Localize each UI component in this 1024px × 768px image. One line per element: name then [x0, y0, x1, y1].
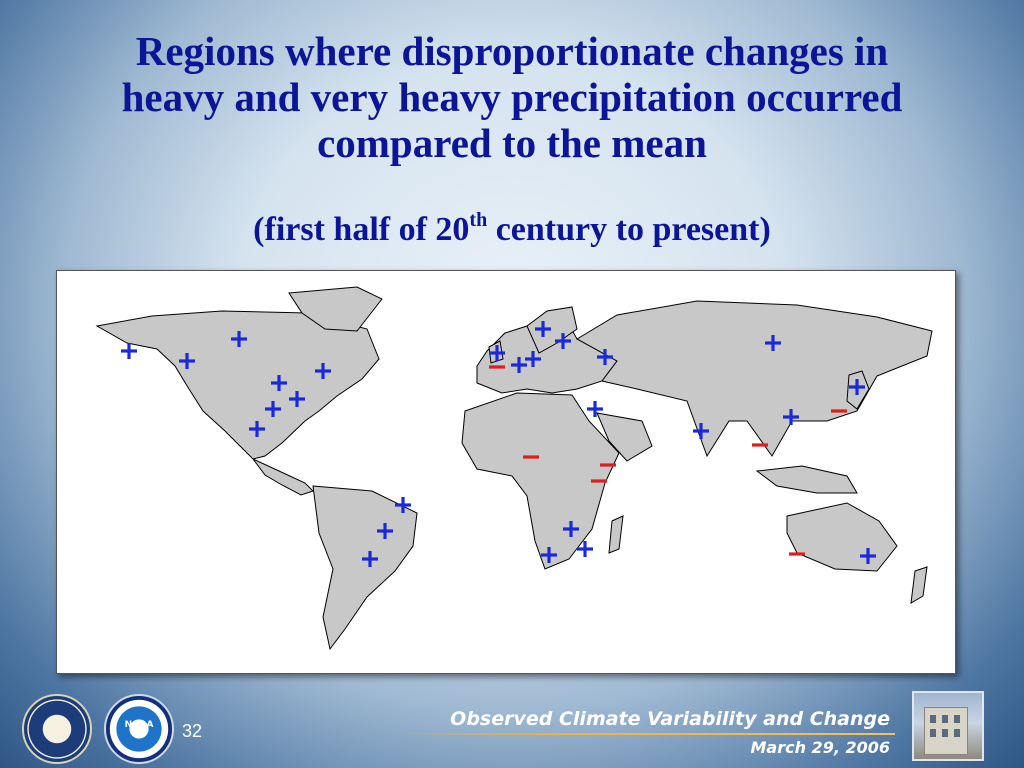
- page-number: 32: [182, 721, 203, 741]
- increase-marker-eastern-australia: [860, 548, 876, 564]
- increase-marker-southern-africa-east: [577, 541, 593, 557]
- increase-marker-western-russia: [597, 349, 613, 365]
- increase-marker-central-europe: [525, 351, 541, 367]
- increase-marker-china: [783, 409, 799, 425]
- noaa-logo-label: NOAA: [124, 720, 154, 730]
- australia: [786, 502, 898, 572]
- increase-marker-eastern-mediterranean: [587, 401, 603, 417]
- increase-marker-mexico: [249, 421, 265, 437]
- asia: [575, 300, 933, 458]
- footer-date: March 29, 2006: [750, 738, 891, 757]
- noaa-logo-icon: NOAA: [104, 694, 174, 764]
- increase-marker-southern-africa-north: [563, 521, 579, 537]
- landmasses: [95, 286, 933, 651]
- increase-marker-india: [693, 423, 709, 439]
- subtitle-sup: th: [469, 209, 488, 231]
- new-zealand: [910, 566, 928, 604]
- increase-marker-central-usa: [271, 375, 287, 391]
- slide-title: Regions where disproportionate changes i…: [0, 28, 1024, 166]
- increase-marker-scandinavia-east: [555, 333, 571, 349]
- increase-marker-eastern-usa: [289, 391, 305, 407]
- title-line-3: compared to the mean: [317, 120, 707, 166]
- world-map: [95, 286, 933, 651]
- subtitle-post: century to present): [487, 211, 771, 248]
- scandinavia: [526, 306, 578, 354]
- madagascar: [608, 515, 624, 554]
- south-america: [312, 485, 418, 651]
- precipitation-change-markers: [121, 321, 876, 567]
- increase-marker-british-isles: [489, 345, 505, 361]
- increase-marker-southern-usa: [265, 401, 281, 417]
- increase-marker-eastern-canada: [315, 363, 331, 379]
- increase-marker-northern-canada: [231, 331, 247, 347]
- increase-marker-eastern-brazil: [395, 497, 411, 513]
- greenland: [288, 286, 383, 332]
- increase-marker-southern-africa-west: [541, 547, 557, 563]
- increase-marker-southern-brazil: [377, 523, 393, 539]
- increase-marker-western-europe: [511, 357, 527, 373]
- arabia: [596, 412, 653, 462]
- increase-marker-japan: [849, 379, 865, 395]
- subtitle-pre: (first half of 20: [253, 211, 470, 248]
- title-line-1: Regions where disproportionate changes i…: [135, 28, 889, 74]
- increase-marker-siberia: [765, 335, 781, 351]
- footer-title: Observed Climate Variability and Change: [450, 708, 890, 730]
- department-of-commerce-seal-icon: [22, 694, 92, 764]
- world-map-frame: [56, 270, 956, 674]
- slide-subtitle: (first half of 20th century to present): [0, 210, 1024, 250]
- footer-divider: [400, 733, 895, 735]
- increase-marker-northwest-canada: [179, 353, 195, 369]
- central-america: [252, 458, 314, 496]
- increase-marker-alaska: [121, 343, 137, 359]
- building-icon: [912, 691, 984, 761]
- title-line-2: heavy and very heavy precipitation occur…: [121, 74, 903, 120]
- africa: [461, 392, 620, 570]
- southeast-asia-islands: [755, 465, 858, 494]
- increase-marker-scandinavia-north: [535, 321, 551, 337]
- increase-marker-argentina: [362, 551, 378, 567]
